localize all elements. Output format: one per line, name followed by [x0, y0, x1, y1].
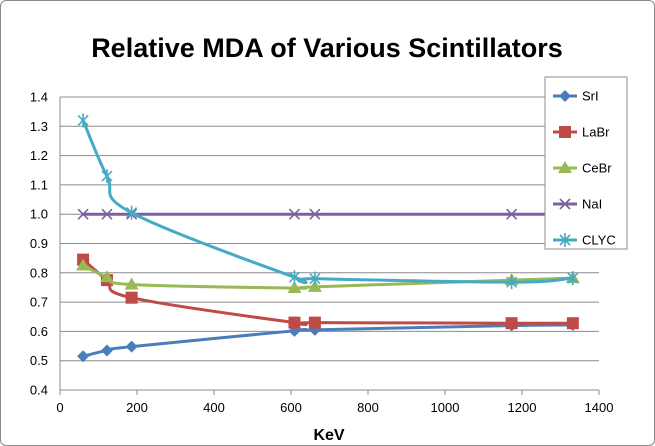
data-point	[125, 291, 138, 304]
data-point	[77, 208, 89, 220]
legend-label: LaBr	[582, 125, 610, 140]
y-tick-label: 0.5	[30, 353, 48, 368]
legend-item-cebr: CeBr	[553, 161, 612, 176]
data-point	[309, 208, 321, 220]
series-line	[81, 258, 575, 327]
data-point	[288, 270, 301, 285]
series-labr	[77, 253, 579, 330]
y-tick-labels: 0.4 0.5 0.6 0.7 0.8 0.9 1.0 1.1 1.2 1.3 1.4	[30, 90, 48, 398]
data-point	[566, 317, 579, 330]
data-point	[307, 279, 322, 292]
series-line	[81, 118, 575, 285]
chart-title: Relative MDA of Various Scintillators	[91, 33, 563, 63]
data-point	[77, 113, 89, 128]
legend-label: SrI	[582, 89, 599, 104]
data-point	[505, 317, 518, 330]
legend-marker	[559, 233, 571, 247]
y-tick-label: 0.9	[30, 236, 48, 251]
legend-marker	[559, 198, 571, 210]
legend-box	[544, 76, 628, 250]
y-tick-label: 0.8	[30, 265, 48, 280]
data-point	[287, 281, 302, 294]
y-tick-label: 1.1	[30, 177, 48, 192]
series-sri	[77, 318, 579, 363]
x-tick-label: 200	[126, 400, 148, 415]
data-point	[77, 350, 90, 363]
data-point	[76, 258, 91, 271]
data-point	[125, 340, 138, 353]
legend-marker	[559, 126, 571, 138]
data-point	[308, 316, 321, 329]
x-tick-labels: 0 200 400 600 800 1000 1200 1400	[56, 400, 613, 415]
series-lines	[76, 113, 580, 363]
data-point	[309, 271, 321, 286]
data-point	[506, 208, 518, 220]
x-tick-label: 800	[357, 400, 379, 415]
data-point	[288, 316, 301, 329]
legend-label: CeBr	[582, 161, 612, 176]
x-tick-label: 1000	[431, 400, 460, 415]
legend-item-clyc: CLYC	[553, 233, 616, 248]
x-tick-label: 400	[203, 400, 225, 415]
x-tick-label: 1400	[585, 400, 614, 415]
legend-marker	[559, 90, 571, 102]
legend-label: NaI	[582, 197, 602, 212]
y-tick-label: 0.4	[30, 383, 48, 398]
legend-marker	[558, 161, 572, 173]
data-point	[506, 275, 518, 290]
series-cebr	[76, 258, 580, 294]
data-point	[124, 277, 139, 290]
legend: SrI LaBr CeBr NaI CLYC	[544, 76, 628, 250]
y-tick-label: 1.2	[30, 148, 48, 163]
axes	[59, 97, 600, 395]
series-line	[81, 263, 575, 290]
legend-label: CLYC	[582, 233, 616, 248]
data-point	[99, 270, 114, 283]
data-point	[288, 208, 301, 220]
y-tick-label: 1.0	[30, 207, 48, 222]
series-nai	[77, 208, 579, 220]
legend-item-nai: NaI	[553, 197, 602, 212]
series-line	[81, 323, 575, 358]
x-tick-label: 1200	[508, 400, 537, 415]
y-tick-label: 1.3	[30, 119, 48, 134]
series-clyc	[77, 113, 579, 290]
legend-item-labr: LaBr	[553, 125, 610, 140]
x-tick-label: 600	[280, 400, 302, 415]
y-tick-label: 0.6	[30, 324, 48, 339]
y-tick-label: 0.7	[30, 295, 48, 310]
data-point	[101, 169, 113, 184]
data-point	[100, 344, 113, 357]
x-tick-label: 0	[56, 400, 63, 415]
y-tick-label: 1.4	[30, 90, 48, 105]
data-point	[126, 205, 138, 220]
data-point	[567, 271, 579, 286]
x-axis-label: KeV	[313, 427, 344, 444]
legend-item-sri: SrI	[553, 89, 599, 104]
data-point	[101, 208, 113, 220]
